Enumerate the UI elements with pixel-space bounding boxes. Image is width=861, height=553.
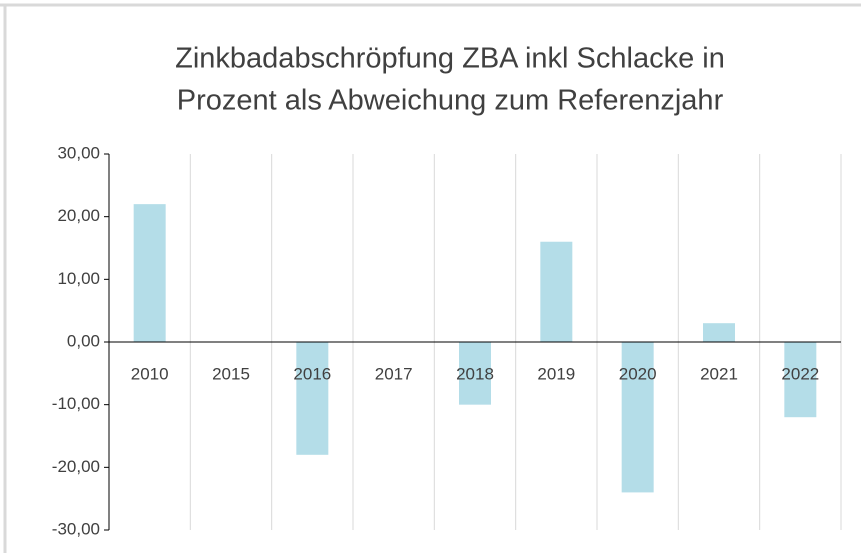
y-tick-label: 0,00	[67, 331, 100, 350]
chart-title: Prozent als Abweichung zum Referenzjahr	[177, 85, 724, 117]
bar	[540, 241, 573, 342]
bar	[621, 342, 654, 493]
x-tick-label: 2020	[619, 364, 657, 383]
y-tick-label: -20,00	[52, 457, 100, 476]
bar	[133, 204, 166, 342]
x-tick-label: 2016	[293, 364, 331, 383]
x-tick-label: 2015	[212, 364, 250, 383]
y-tick-label: -30,00	[52, 519, 100, 538]
x-tick-label: 2019	[537, 364, 575, 383]
y-tick-label: 30,00	[57, 143, 100, 162]
chart-title: Zinkbadabschröpfung ZBA inkl Schlacke in	[175, 43, 725, 75]
bar	[459, 342, 491, 405]
y-tick-label: -10,00	[52, 394, 100, 413]
bar	[703, 323, 735, 342]
x-tick-label: 2021	[700, 364, 738, 383]
bar	[784, 342, 817, 418]
y-tick-label: 20,00	[57, 206, 100, 225]
x-tick-label: 2017	[375, 364, 413, 383]
x-tick-label: 2018	[456, 364, 494, 383]
bar	[296, 342, 329, 455]
x-tick-label: 2022	[781, 364, 819, 383]
x-tick-label: 2010	[131, 364, 169, 383]
y-tick-label: 10,00	[57, 269, 100, 288]
